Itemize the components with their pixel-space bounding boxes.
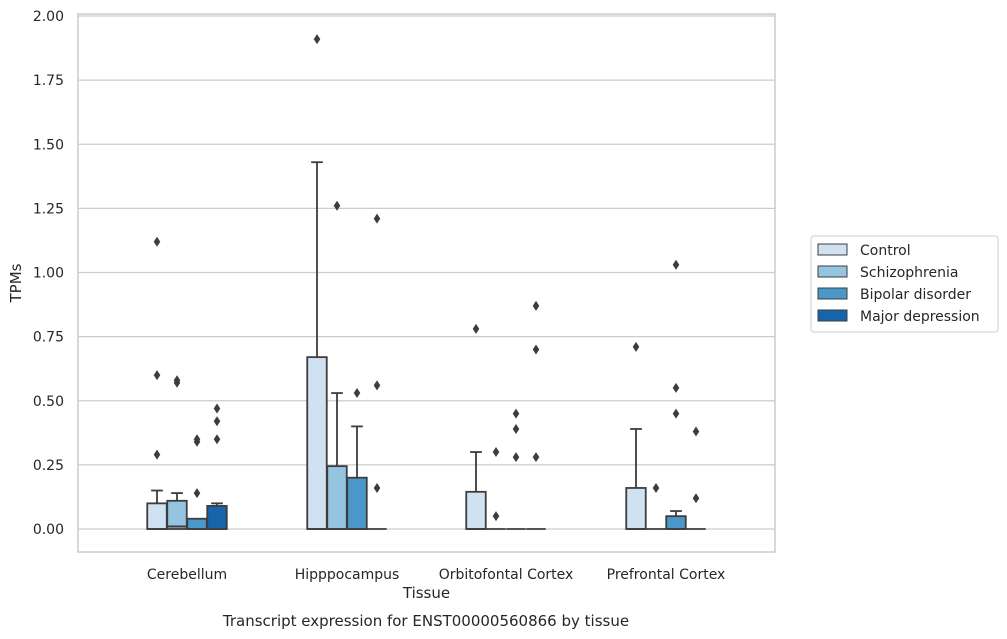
x-tick-label: Orbitofontal Cortex <box>439 567 574 583</box>
outlier-point <box>532 300 540 311</box>
outlier-point <box>492 511 500 522</box>
legend-label: Major depression <box>860 309 980 325</box>
box-schizophrenia <box>326 200 348 530</box>
outlier-point <box>672 259 680 270</box>
box-body <box>306 356 328 530</box>
outlier-point <box>373 482 381 493</box>
outlier-point <box>153 370 161 381</box>
box-control <box>306 34 328 530</box>
x-axis-label: Tissue <box>402 584 450 602</box>
outlier-point <box>333 200 341 211</box>
outlier-point <box>532 344 540 355</box>
x-axis-ticks: Cerebellum Hipppocampus Orbitofontal Corte… <box>147 567 725 583</box>
outlier-point <box>512 423 520 434</box>
legend-swatch <box>817 287 848 300</box>
y-axis-ticks: 0.00 0.25 0.50 0.75 1.00 1.25 1.50 1.75 2.00 <box>33 9 64 538</box>
y-tick-label: 0.00 <box>33 522 64 538</box>
legend-label: Control <box>860 243 911 259</box>
outlier-point <box>173 377 181 388</box>
legend-frame <box>810 235 999 333</box>
grid-lines <box>78 15 775 530</box>
box-body <box>206 505 228 530</box>
x-tick-label: Hipppocampus <box>295 567 400 583</box>
outlier-point <box>492 447 500 458</box>
box-control <box>146 236 168 530</box>
x-tick-label: Cerebellum <box>147 567 227 583</box>
outlier-point <box>313 34 321 45</box>
box-body <box>465 490 487 530</box>
outlier-point <box>692 426 700 437</box>
legend-swatch <box>817 265 848 278</box>
box-bipolar-disorder <box>506 408 526 530</box>
y-tick-label: 0.75 <box>33 330 64 346</box>
y-axis-label: TPMs <box>7 263 25 303</box>
box-major-depression <box>367 213 387 530</box>
outlier-point <box>213 416 221 427</box>
outlier-point <box>353 388 361 399</box>
legend: Control Schizophrenia Bipolar disorder Majo… <box>810 235 999 333</box>
outlier-point <box>672 382 680 393</box>
outlier-point <box>373 213 381 224</box>
box-body <box>665 515 687 530</box>
legend-label: Schizophrenia <box>860 265 958 281</box>
y-tick-label: 2.00 <box>33 9 64 25</box>
box-control <box>465 323 487 530</box>
box-body <box>326 465 348 530</box>
outlier-point <box>512 408 520 419</box>
y-tick-label: 0.25 <box>33 458 64 474</box>
box-body <box>625 487 647 530</box>
outlier-point <box>472 323 480 334</box>
box-schizophrenia <box>646 482 666 530</box>
plot-frame <box>77 13 776 553</box>
outlier-point <box>193 436 201 447</box>
box-bipolar-disorder <box>346 388 368 530</box>
outlier-point <box>153 449 161 460</box>
y-tick-label: 0.50 <box>33 394 64 410</box>
box-control <box>625 341 647 530</box>
y-tick-label: 1.75 <box>33 73 64 89</box>
outlier-point <box>652 482 660 493</box>
outlier-point <box>153 236 161 247</box>
outlier-point <box>632 341 640 352</box>
outlier-point <box>692 493 700 504</box>
legend-swatch <box>817 309 848 322</box>
box-bipolar-disorder <box>186 434 208 530</box>
y-tick-label: 1.50 <box>33 137 64 153</box>
outlier-point <box>512 452 520 463</box>
box-body <box>346 476 368 530</box>
outlier-point <box>213 434 221 445</box>
box-body <box>146 502 168 530</box>
outlier-point <box>373 380 381 391</box>
y-tick-label: 1.00 <box>33 266 64 282</box>
legend-swatch <box>817 243 848 256</box>
box-bipolar-disorder <box>665 259 687 530</box>
box-schizophrenia <box>486 447 506 530</box>
box-schizophrenia <box>166 375 188 530</box>
outlier-point <box>213 403 221 414</box>
x-tick-label: Prefrontal Cortex <box>607 567 726 583</box>
box-major-depression <box>686 426 706 530</box>
box-body <box>166 499 188 530</box>
y-tick-label: 1.25 <box>33 201 64 217</box>
boxes <box>146 34 706 530</box>
box-major-depression <box>526 300 546 530</box>
box-body <box>186 517 208 530</box>
legend-label: Bipolar disorder <box>860 287 971 303</box>
chart-caption: Transcript expression for ENST0000056086… <box>222 612 629 630</box>
outlier-point <box>532 452 540 463</box>
outlier-point <box>672 408 680 419</box>
outlier-point <box>193 488 201 499</box>
box-major-depression <box>206 403 228 530</box>
